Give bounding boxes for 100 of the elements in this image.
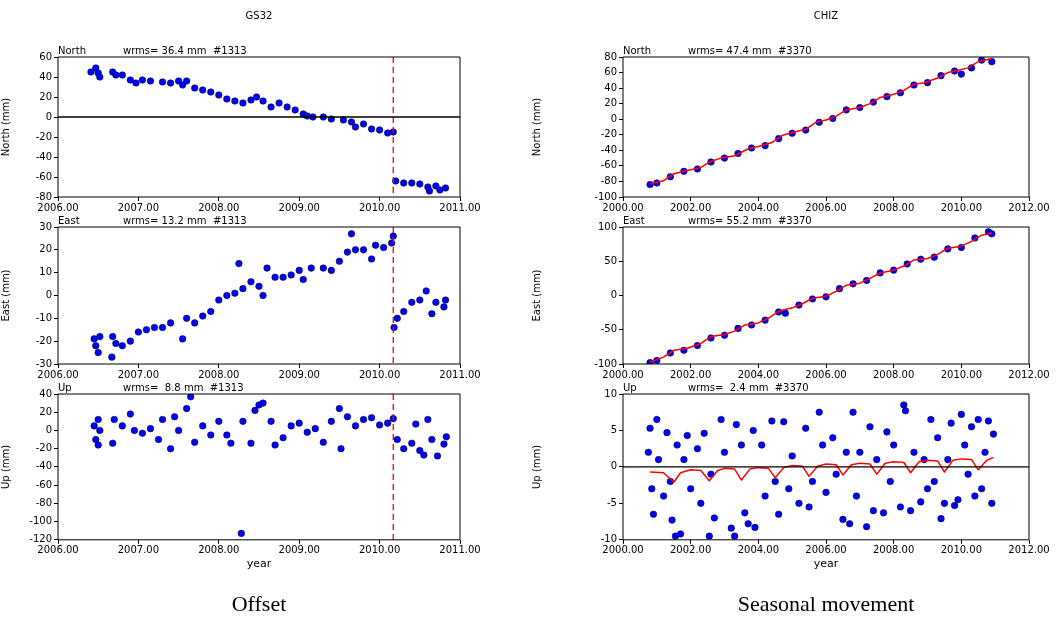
x-tick-label: 2004.00: [737, 544, 780, 556]
x-tick-label: 2009.00: [278, 201, 320, 213]
y-tick-label: -60: [600, 159, 617, 171]
x-tick-label: 2011.00: [439, 544, 481, 556]
y-tick-label: -60: [35, 170, 52, 182]
y-tick-label: 50: [604, 254, 617, 266]
y-axis-title: East (mm): [0, 269, 11, 322]
x-tick-label: 2012.00: [1008, 201, 1050, 213]
x-tick-label: 2006.00: [37, 201, 79, 213]
text: wrms= 2.4 mm #3370: [688, 381, 809, 393]
text: wrms= 13.2 mm #1313: [123, 214, 247, 226]
x-tick-label: 2008.00: [872, 201, 915, 213]
y-axis-title: Up (mm): [0, 444, 11, 489]
x-tick-label: 2008.00: [198, 544, 240, 556]
x-tick-label: 2007.00: [117, 368, 160, 380]
text: wrms= 8.8 mm #1313: [123, 381, 244, 393]
x-tick-label: 2000.00: [602, 201, 644, 213]
y-axis-title: East (mm): [530, 269, 542, 322]
y-tick-label: -5: [607, 496, 617, 508]
x-tick-label: 2010.00: [358, 368, 401, 380]
y-tick-label: -10: [600, 533, 617, 545]
y-tick-label: -40: [35, 460, 52, 472]
x-tick-label: 2008.00: [198, 368, 240, 380]
y-tick-label: 20: [39, 405, 52, 417]
text: North: [623, 44, 651, 56]
x-tick-label: 2002.00: [669, 544, 712, 556]
x-axis-title: year: [246, 557, 272, 571]
x-tick-label: 2009.00: [278, 544, 320, 556]
y-tick-label: 0: [45, 424, 52, 436]
y-tick-label: -10: [35, 311, 52, 323]
text: wrms= 55.2 mm #3370: [688, 214, 812, 226]
y-tick-label: 30: [39, 220, 52, 232]
text: Up: [623, 381, 637, 393]
y-tick-label: 20: [39, 90, 52, 102]
x-tick-label: 2006.00: [37, 544, 79, 556]
y-tick-label: 40: [39, 387, 52, 399]
y-tick-label: 80: [604, 50, 617, 62]
y-tick-label: 20: [39, 243, 52, 255]
x-tick-label: 2010.00: [358, 201, 401, 213]
x-tick-label: 2008.00: [872, 368, 915, 380]
x-tick-label: 2009.00: [278, 368, 320, 380]
y-tick-label: 60: [39, 50, 52, 62]
x-tick-label: 2008.00: [198, 201, 240, 213]
y-tick-label: -20: [600, 128, 617, 140]
y-tick-label: 0: [610, 289, 617, 301]
y-axis-title: Up (mm): [530, 444, 542, 489]
y-tick-label: 0: [610, 112, 617, 124]
x-tick-label: 2011.00: [439, 368, 481, 380]
y-tick-label: 10: [39, 266, 52, 278]
y-tick-label: 20: [604, 97, 617, 109]
text: East: [58, 214, 80, 226]
text: Seasonal movement: [737, 590, 915, 616]
y-tick-label: 40: [39, 70, 52, 82]
y-tick-label: 5: [610, 424, 617, 436]
x-tick-label: 2010.00: [358, 544, 401, 556]
y-tick-label: -80: [35, 496, 52, 508]
y-tick-label: -100: [594, 357, 617, 369]
y-tick-label: 60: [604, 66, 617, 78]
y-tick-label: -20: [35, 130, 52, 142]
text: wrms= 47.4 mm #3370: [688, 44, 812, 56]
y-tick-label: -20: [35, 442, 52, 454]
y-tick-label: -60: [35, 478, 52, 490]
y-tick-label: -20: [35, 334, 52, 346]
x-tick-label: 2006.00: [805, 201, 847, 213]
x-tick-label: 2007.00: [117, 201, 160, 213]
text: East: [623, 214, 645, 226]
x-tick-label: 2000.00: [602, 544, 644, 556]
x-tick-label: 2012.00: [1008, 544, 1050, 556]
y-axis-title: North (mm): [530, 97, 542, 157]
x-tick-label: 2010.00: [940, 201, 983, 213]
y-tick-label: -50: [600, 323, 617, 335]
chart-title: GS32: [245, 9, 273, 21]
y-tick-label: 100: [597, 220, 617, 232]
text: Offset: [231, 590, 287, 616]
chart-title: CHIZ: [813, 9, 839, 21]
text: Up: [58, 381, 72, 393]
x-axis-title: year: [813, 557, 839, 571]
y-tick-label: -30: [35, 357, 52, 369]
y-tick-label: -80: [600, 175, 617, 187]
x-tick-label: 2000.00: [602, 368, 644, 380]
x-tick-label: 2002.00: [669, 201, 712, 213]
x-tick-label: 2006.00: [37, 368, 79, 380]
x-tick-label: 2004.00: [737, 201, 780, 213]
y-tick-label: 0: [45, 289, 52, 301]
y-tick-label: 40: [604, 81, 617, 93]
x-tick-label: 2006.00: [805, 544, 847, 556]
y-tick-label: -100: [594, 190, 617, 202]
y-tick-label: 10: [604, 387, 617, 399]
x-tick-label: 2007.00: [117, 544, 160, 556]
x-tick-label: 2008.00: [872, 544, 915, 556]
x-tick-label: 2006.00: [805, 368, 847, 380]
y-tick-label: 0: [610, 460, 617, 472]
x-tick-label: 2004.00: [737, 368, 780, 380]
y-tick-label: -100: [29, 515, 52, 527]
y-tick-label: -80: [35, 190, 52, 202]
x-tick-label: 2011.00: [439, 201, 481, 213]
text: wrms= 36.4 mm #1313: [123, 44, 247, 56]
x-tick-label: 2010.00: [940, 368, 983, 380]
text: North: [58, 44, 86, 56]
x-tick-label: 2012.00: [1008, 368, 1050, 380]
